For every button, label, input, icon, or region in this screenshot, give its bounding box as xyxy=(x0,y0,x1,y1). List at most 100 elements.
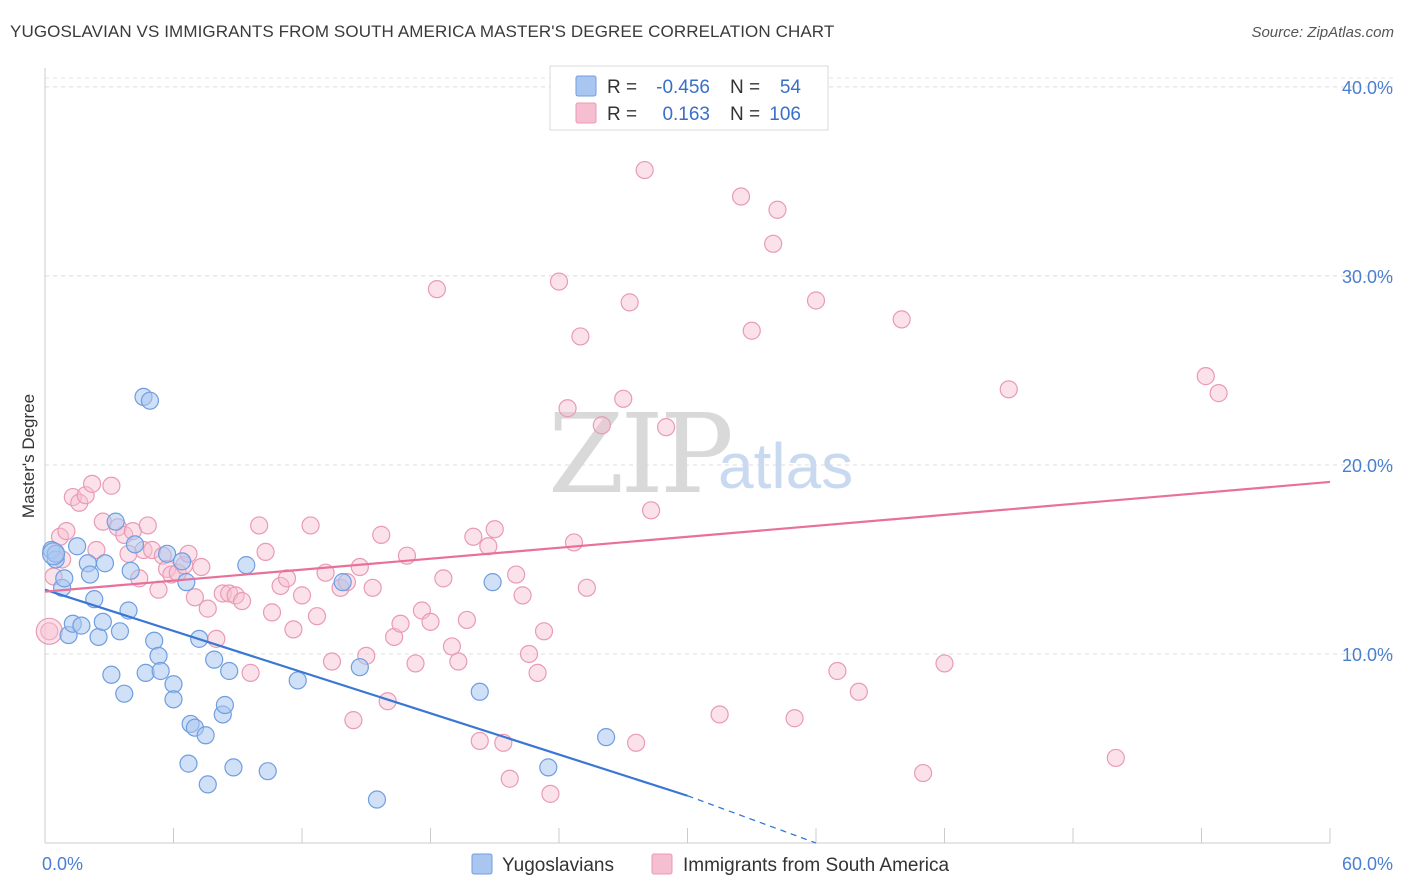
point-immigrant-76 xyxy=(534,622,554,641)
point-immigrant-66 xyxy=(464,527,483,546)
point-yugoslavian-21 xyxy=(125,535,145,554)
point-immigrant-0 xyxy=(40,622,59,641)
legend-swatch-blue xyxy=(575,75,597,97)
point-immigrant-46 xyxy=(322,652,342,671)
point-immigrant-36 xyxy=(250,516,269,535)
legend-r-value-2: 0.163 xyxy=(662,104,710,125)
legend-swatch-pink xyxy=(575,102,597,124)
trend-line-immigrants xyxy=(44,480,1331,593)
point-yugoslavian-8 xyxy=(72,616,91,635)
y-tick-label-3: 40.0% xyxy=(1342,78,1393,98)
point-immigrant-87 xyxy=(635,160,654,180)
legend-r-label-1: R = xyxy=(607,77,637,98)
point-immigrant-81 xyxy=(571,327,590,346)
point-immigrant-63 xyxy=(442,637,462,656)
point-immigrant-39 xyxy=(271,576,290,596)
point-immigrant-82 xyxy=(577,578,596,597)
point-immigrant-65 xyxy=(457,610,477,630)
x-tick-labels: 0.0% 60.0% xyxy=(42,854,1393,874)
legend-n-label-2: N = xyxy=(730,104,760,125)
point-immigrant-23 xyxy=(162,565,181,584)
trend-lines xyxy=(44,480,1331,844)
axes xyxy=(44,68,1331,844)
point-yugoslavian-41 xyxy=(215,695,234,715)
point-yugoslavian-28 xyxy=(157,544,177,563)
point-immigrant-6 xyxy=(70,493,89,512)
watermark-zip: ZIP xyxy=(548,390,731,518)
point-yugoslavian-large xyxy=(41,542,66,566)
point-immigrant-73 xyxy=(513,586,532,605)
point-yugoslavian-30 xyxy=(164,690,183,709)
point-immigrant-74 xyxy=(519,644,539,664)
point-immigrant-38 xyxy=(262,603,282,622)
point-immigrant-100 xyxy=(913,763,933,783)
point-yugoslavian-39 xyxy=(205,650,224,669)
point-immigrant-97 xyxy=(828,661,847,681)
point-yugoslavian-14 xyxy=(95,554,115,573)
point-immigrant-92 xyxy=(742,321,761,340)
watermark-atlas: atlas xyxy=(718,430,853,502)
point-yugoslavian-42 xyxy=(220,661,239,681)
point-immigrant-18 xyxy=(138,516,157,535)
point-immigrant-49 xyxy=(344,711,363,730)
point-immigrant-53 xyxy=(372,525,391,544)
point-yugoslavian-18 xyxy=(115,684,134,703)
point-immigrant-43 xyxy=(301,516,320,535)
point-immigrant-104 xyxy=(1196,367,1215,386)
legend-swatch-immigrants xyxy=(651,853,673,875)
point-immigrant-29 xyxy=(198,599,217,618)
point-immigrant-37 xyxy=(256,542,275,562)
legend-n-label-1: N = xyxy=(730,77,760,98)
point-yugoslavian-4 xyxy=(55,569,74,588)
point-immigrant-101 xyxy=(935,654,954,673)
point-immigrant-88 xyxy=(641,501,661,520)
legend-r-label-2: R = xyxy=(607,104,637,125)
point-immigrant-44 xyxy=(307,607,327,626)
point-immigrant-28 xyxy=(192,557,211,577)
point-immigrant-58 xyxy=(406,654,425,673)
point-immigrant-56 xyxy=(391,614,410,633)
point-immigrant-52 xyxy=(363,578,382,597)
point-yugoslavian-49 xyxy=(367,790,387,809)
point-yugoslavian-48 xyxy=(350,658,369,677)
point-immigrant-11 xyxy=(102,476,121,495)
point-immigrant-93 xyxy=(764,234,783,253)
point-immigrant-91 xyxy=(731,187,751,206)
point-immigrant-95 xyxy=(785,709,804,728)
point-immigrant-9 xyxy=(87,540,106,560)
point-yugoslavian-16 xyxy=(106,512,125,531)
point-immigrant-84 xyxy=(614,389,633,408)
point-yugoslavian-26 xyxy=(149,646,168,665)
point-immigrant-75 xyxy=(528,663,547,682)
point-yugoslavian-17 xyxy=(110,622,130,641)
point-immigrant-80 xyxy=(564,533,584,552)
point-immigrant-27 xyxy=(185,588,205,607)
chart-title: YUGOSLAVIAN VS IMMIGRANTS FROM SOUTH AME… xyxy=(10,22,835,41)
point-immigrant-71 xyxy=(500,769,519,788)
point-immigrant-67 xyxy=(470,731,489,751)
point-yugoslavian-53 xyxy=(539,758,558,777)
point-immigrant-98 xyxy=(849,682,868,701)
point-immigrant-103 xyxy=(1106,748,1125,768)
y-tick-label-2: 30.0% xyxy=(1342,267,1393,287)
point-immigrant-50 xyxy=(350,557,369,577)
point-yugoslavian-32 xyxy=(177,573,196,592)
point-immigrant-42 xyxy=(292,586,312,605)
point-yugoslavian-23 xyxy=(136,663,155,682)
point-yugoslavian-43 xyxy=(224,758,243,777)
y-tick-labels: 10.0% 20.0% 30.0% 40.0% xyxy=(1342,78,1393,665)
point-immigrant-62 xyxy=(434,569,453,588)
correlation-legend: R = -0.456 N = 54 R = 0.163 N = 106 xyxy=(549,65,829,131)
point-immigrant-90 xyxy=(710,705,729,724)
point-immigrant-69 xyxy=(485,520,504,539)
point-immigrant-96 xyxy=(806,291,826,310)
y-tick-label-1: 20.0% xyxy=(1342,456,1393,476)
point-immigrant-large xyxy=(35,617,63,645)
legend-swatch-yugoslavians xyxy=(471,853,493,875)
legend-r-value-1: -0.456 xyxy=(656,77,710,98)
point-yugoslavian-13 xyxy=(93,612,112,631)
point-yugoslavian-24 xyxy=(140,391,160,410)
point-yugoslavian-37 xyxy=(196,726,215,745)
point-yugoslavian-15 xyxy=(102,665,121,684)
